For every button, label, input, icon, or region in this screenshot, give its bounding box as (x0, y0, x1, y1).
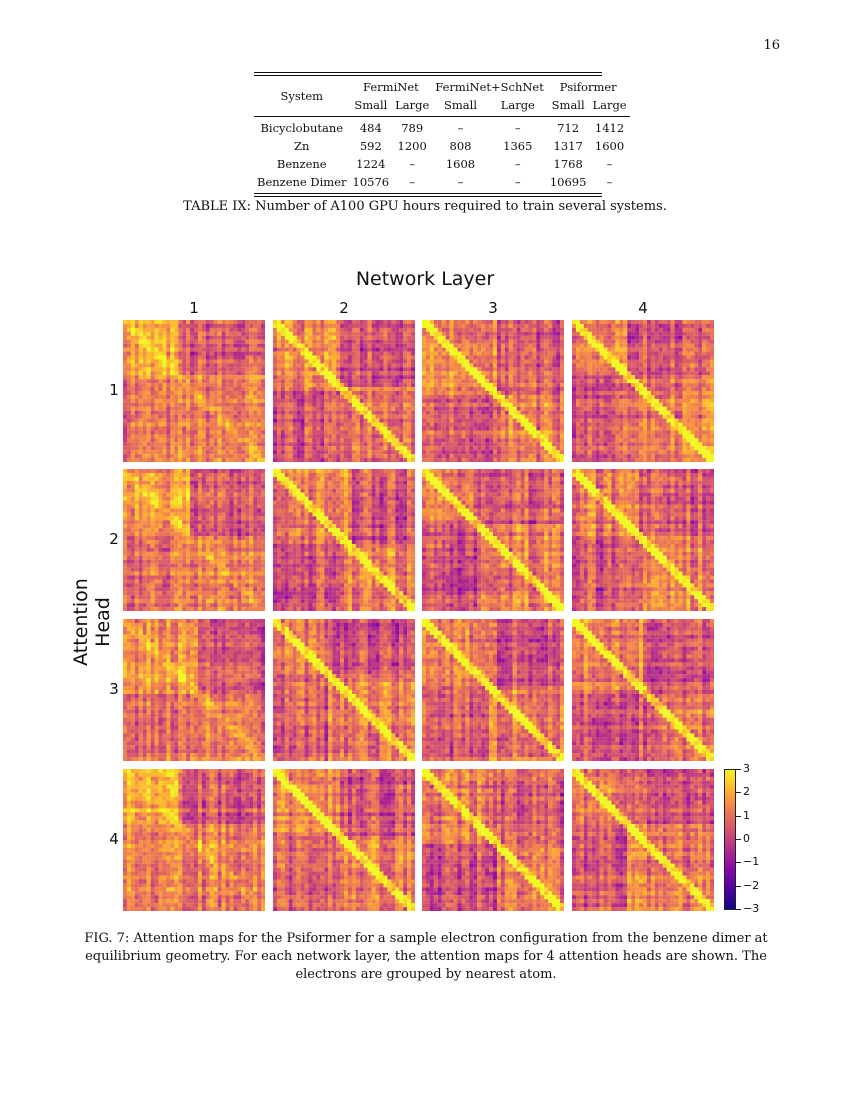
attention-map-layer3-head3 (422, 619, 564, 761)
table-cell: 10576 (350, 173, 393, 191)
table-cell: – (489, 173, 547, 191)
table-cell: – (392, 155, 432, 173)
layer-label: 1 (184, 299, 204, 317)
table-cell: 1200 (392, 137, 432, 155)
subheader-cell: Small (547, 96, 590, 114)
table-cell: – (489, 155, 547, 173)
table-bottom-rule (254, 193, 602, 197)
attention-map-layer1-head1 (123, 320, 265, 462)
table-subheader-row: Small Large Small Large Small Large (254, 96, 630, 114)
colorbar-tick-label: 1 (743, 809, 750, 822)
colorbar-tick-label: 0 (743, 833, 750, 845)
table-cell: 1608 (432, 155, 488, 173)
subheader-cell: Large (589, 96, 629, 114)
layer-label: 2 (334, 299, 354, 317)
subheader-cell: Large (392, 96, 432, 114)
colorbar-tick-label: 2 (743, 786, 750, 798)
table-cell: 789 (392, 119, 432, 137)
colorbar-tick (736, 769, 741, 770)
table-cell: 592 (350, 137, 393, 155)
table-cell: 1224 (350, 155, 393, 173)
colorbar-tick (736, 839, 741, 840)
table-cell-system: Benzene Dimer (254, 173, 350, 191)
table-cell: 1768 (547, 155, 590, 173)
colorbar-tick (736, 815, 741, 817)
table-caption: TABLE IX: Number of A100 GPU hours requi… (0, 199, 850, 214)
head-label: 3 (104, 680, 124, 698)
attention-map-layer2-head3 (273, 619, 415, 761)
attention-map-layer3-head1 (422, 320, 564, 462)
colorbar-tick (736, 909, 741, 910)
attention-map-layer3-head2 (422, 469, 564, 611)
layer-label: 3 (483, 299, 503, 317)
table-cell-system: Benzene (254, 155, 350, 173)
table-row: Zn 592 1200 808 1365 1317 1600 (254, 137, 630, 155)
table-cell: 1365 (489, 137, 547, 155)
attention-map-layer1-head2 (123, 469, 265, 611)
header-group-ferminet-schnet: FermiNet+SchNet (432, 78, 547, 96)
gpu-hours-table: System FermiNet FermiNet+SchNet Psiforme… (254, 72, 630, 197)
attention-map-layer2-head4 (273, 769, 415, 911)
attention-map-layer4-head1 (572, 320, 714, 462)
table-cell: 808 (432, 137, 488, 155)
subheader-cell: Large (489, 96, 547, 114)
table-mid-rule (254, 116, 630, 117)
header-group-psiformer: Psiformer (547, 78, 630, 96)
table-cell: 1317 (547, 137, 590, 155)
table-row: Bicyclobutane 484 789 – – 712 1412 (254, 119, 630, 137)
attention-map-layer4-head3 (572, 619, 714, 761)
head-label: 1 (104, 381, 124, 399)
table-row: Benzene Dimer 10576 – – – 10695 – (254, 173, 630, 191)
colorbar-tick-label: 3 (743, 763, 750, 775)
table-cell: – (589, 155, 629, 173)
attention-map-layer4-head2 (572, 469, 714, 611)
subheader-cell: Small (432, 96, 488, 114)
table-cell: 1600 (589, 137, 629, 155)
colorbar-tick (736, 885, 741, 887)
table-cell-system: Bicyclobutane (254, 119, 350, 137)
layer-label: 4 (633, 299, 653, 317)
colorbar-tick (736, 792, 741, 794)
header-system: System (254, 78, 350, 114)
table-cell: 1412 (589, 119, 629, 137)
attention-map-layer3-head4 (422, 769, 564, 911)
table-top-rule (254, 72, 602, 76)
table-cell: – (392, 173, 432, 191)
attention-map-layer2-head1 (273, 320, 415, 462)
table-cell: 10695 (547, 173, 590, 191)
subheader-cell: Small (350, 96, 393, 114)
colorbar-tick-label: −1 (743, 856, 759, 868)
header-group-ferminet: FermiNet (350, 78, 433, 96)
colorbar-tick-label: −3 (743, 903, 759, 915)
attention-map-layer2-head2 (273, 469, 415, 611)
figure-title: Network Layer (0, 268, 850, 290)
y-axis-title: Attention Head (70, 552, 114, 692)
page-number: 16 (763, 38, 780, 53)
table-cell-system: Zn (254, 137, 350, 155)
attention-map-layer4-head4 (572, 769, 714, 911)
attention-map-layer1-head4 (123, 769, 265, 911)
table-cell: – (489, 119, 547, 137)
table-cell: – (589, 173, 629, 191)
table-cell: – (432, 119, 488, 137)
table-cell: – (432, 173, 488, 191)
table-cell: 712 (547, 119, 590, 137)
colorbar-tick-label: −2 (743, 879, 759, 892)
colorbar (724, 769, 736, 910)
colorbar-tick (736, 862, 741, 864)
figure-caption: FIG. 7: Attention maps for the Psiformer… (70, 930, 782, 984)
head-label: 2 (104, 530, 124, 548)
table-row: Benzene 1224 – 1608 – 1768 – (254, 155, 630, 173)
attention-map-layer1-head3 (123, 619, 265, 761)
head-label: 4 (104, 830, 124, 848)
table-header-row: System FermiNet FermiNet+SchNet Psiforme… (254, 78, 630, 103)
table-cell: 484 (350, 119, 393, 137)
